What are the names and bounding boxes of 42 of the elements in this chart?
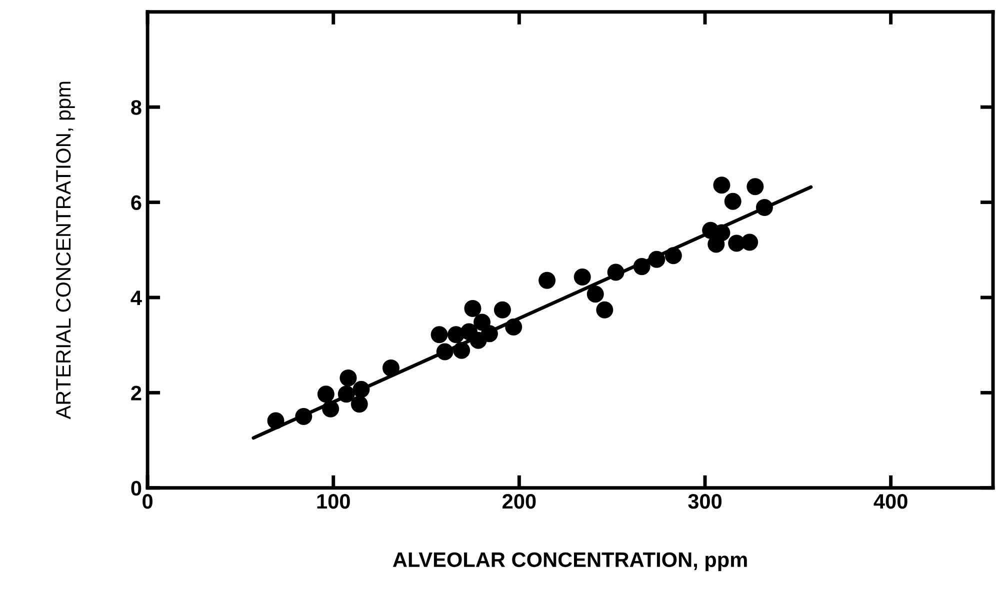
point — [295, 408, 312, 426]
point — [648, 250, 666, 268]
point — [322, 400, 340, 418]
x-tick-label: 300 — [688, 494, 722, 509]
point — [633, 258, 650, 276]
point — [574, 268, 591, 286]
point — [453, 342, 470, 359]
point — [494, 301, 511, 318]
point — [267, 412, 284, 430]
point — [713, 176, 730, 194]
point — [317, 386, 334, 403]
point — [596, 301, 614, 318]
point — [436, 343, 454, 360]
x-tick-label: 0 — [142, 494, 152, 509]
y-tick-label: 8 — [131, 100, 142, 115]
x-tick-label: 100 — [317, 494, 350, 509]
y-tick-label: 4 — [130, 290, 142, 306]
point — [756, 199, 773, 216]
x-tick-label: 200 — [502, 494, 536, 509]
point — [607, 264, 624, 281]
point — [724, 192, 742, 210]
y-tick-label: 6 — [131, 195, 142, 210]
point — [664, 247, 682, 264]
point — [338, 386, 355, 403]
point — [340, 369, 357, 386]
y-tick-label: 2 — [131, 386, 142, 400]
point — [350, 396, 368, 413]
point — [708, 236, 725, 253]
point — [505, 318, 522, 336]
point — [382, 359, 400, 376]
point — [538, 272, 556, 289]
x-tick-label: 400 — [874, 494, 908, 509]
x-axis-title: ALVEOLAR CONCENTRATION, ppm — [392, 552, 747, 572]
point — [480, 325, 498, 342]
point — [741, 234, 758, 251]
y-tick-label: 0 — [131, 480, 142, 496]
point — [746, 178, 764, 196]
y-axis-title: ARTERIAL CONCENTRATION, ppm — [56, 82, 75, 420]
point — [430, 326, 448, 344]
point — [464, 300, 482, 317]
point — [586, 286, 604, 303]
point — [352, 380, 370, 398]
